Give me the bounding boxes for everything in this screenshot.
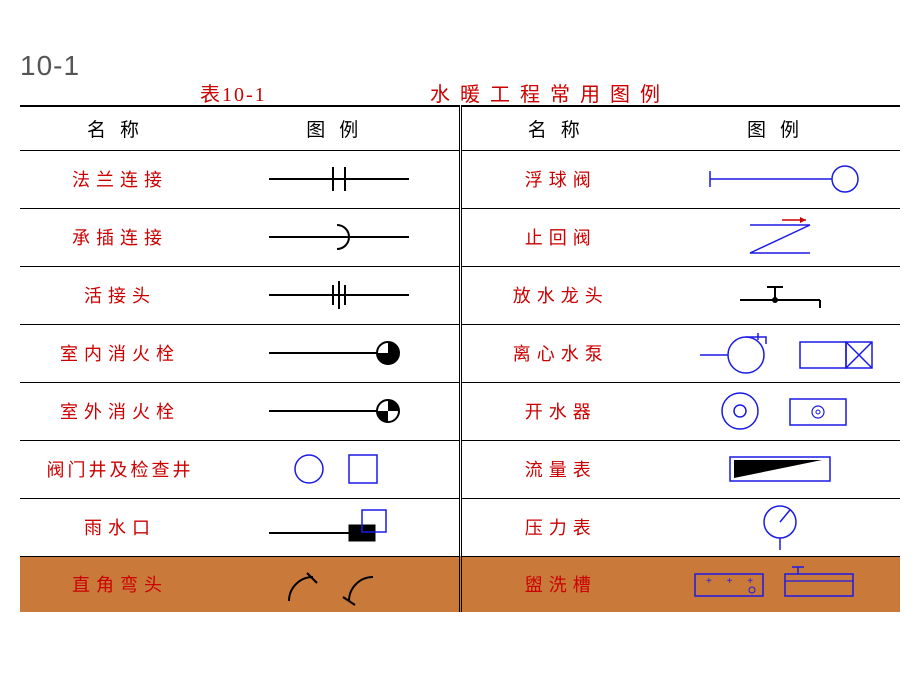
page-number: 10-1 — [20, 50, 80, 82]
name-cell: 离心水泵 — [460, 324, 660, 382]
symbol-valve-well — [220, 440, 460, 498]
table-row: 活接头 放水龙头 — [20, 266, 900, 324]
name-cell: 开水器 — [460, 382, 660, 440]
table-row: 法兰连接 浮球阀 — [20, 150, 900, 208]
table-row: 承插连接 止回阀 — [20, 208, 900, 266]
union-icon — [259, 275, 419, 315]
name-cell: 放水龙头 — [460, 266, 660, 324]
boiler-icon — [690, 388, 870, 434]
socket-icon — [259, 217, 419, 257]
pump-icon — [680, 330, 880, 376]
indoor-hydrant-icon — [259, 333, 419, 373]
hdr-sym-right: 图例 — [660, 106, 900, 150]
symbol-float-valve — [660, 150, 900, 208]
symbol-check-valve — [660, 208, 900, 266]
legend-table: 名称 图例 名称 图例 法兰连接 浮球阀 承插连接 — [20, 105, 900, 612]
name-cell: 承插连接 — [20, 208, 220, 266]
symbol-wash-trough: + + + — [660, 556, 900, 612]
elbow-icon — [259, 561, 419, 607]
check-valve-icon — [720, 215, 840, 259]
table-caption: 表10-1 — [200, 78, 267, 107]
name-cell: 直角弯头 — [20, 556, 220, 612]
name-cell: 流量表 — [460, 440, 660, 498]
name-cell: 活接头 — [20, 266, 220, 324]
table-row-footer: 直角弯头 盥洗槽 + + + — [20, 556, 900, 612]
name-cell: 盥洗槽 — [460, 556, 660, 612]
table-row: 阀门井及检查井 流量表 — [20, 440, 900, 498]
symbol-flange — [220, 150, 460, 208]
float-valve-icon — [690, 159, 870, 199]
symbol-pump — [660, 324, 900, 382]
valve-well-icon — [259, 449, 419, 489]
flange-icon — [259, 159, 419, 199]
symbol-elbow — [220, 556, 460, 612]
name-cell: 雨水口 — [20, 498, 220, 556]
symbol-union — [220, 266, 460, 324]
name-cell: 法兰连接 — [20, 150, 220, 208]
symbol-indoor-hydrant — [220, 324, 460, 382]
header-row: 名称 图例 名称 图例 — [20, 106, 900, 150]
hdr-name-right: 名称 — [460, 106, 660, 150]
faucet-icon — [720, 275, 840, 315]
name-cell: 压力表 — [460, 498, 660, 556]
name-cell: 浮球阀 — [460, 150, 660, 208]
wash-trough-icon: + + + — [680, 564, 880, 604]
table-row: 室外消火栓 开水器 — [20, 382, 900, 440]
hdr-name-left: 名称 — [20, 106, 220, 150]
name-cell: 室外消火栓 — [20, 382, 220, 440]
name-cell: 室内消火栓 — [20, 324, 220, 382]
symbol-socket — [220, 208, 460, 266]
symbol-boiler — [660, 382, 900, 440]
symbol-flow-meter — [660, 440, 900, 498]
name-cell: 阀门井及检查井 — [20, 440, 220, 498]
rain-inlet-icon — [259, 505, 419, 549]
table-title: 水暖工程常用图例 — [430, 78, 670, 107]
table-row: 室内消火栓 离心水泵 — [20, 324, 900, 382]
outdoor-hydrant-icon — [259, 391, 419, 431]
table-row: 雨水口 压力表 — [20, 498, 900, 556]
svg-text:+ + +: + + + — [706, 576, 759, 587]
name-cell: 止回阀 — [460, 208, 660, 266]
symbol-outdoor-hydrant — [220, 382, 460, 440]
pressure-gauge-icon — [730, 502, 830, 552]
symbol-rain-inlet — [220, 498, 460, 556]
symbol-pressure-gauge — [660, 498, 900, 556]
symbol-faucet — [660, 266, 900, 324]
hdr-sym-left: 图例 — [220, 106, 460, 150]
flow-meter-icon — [700, 449, 860, 489]
